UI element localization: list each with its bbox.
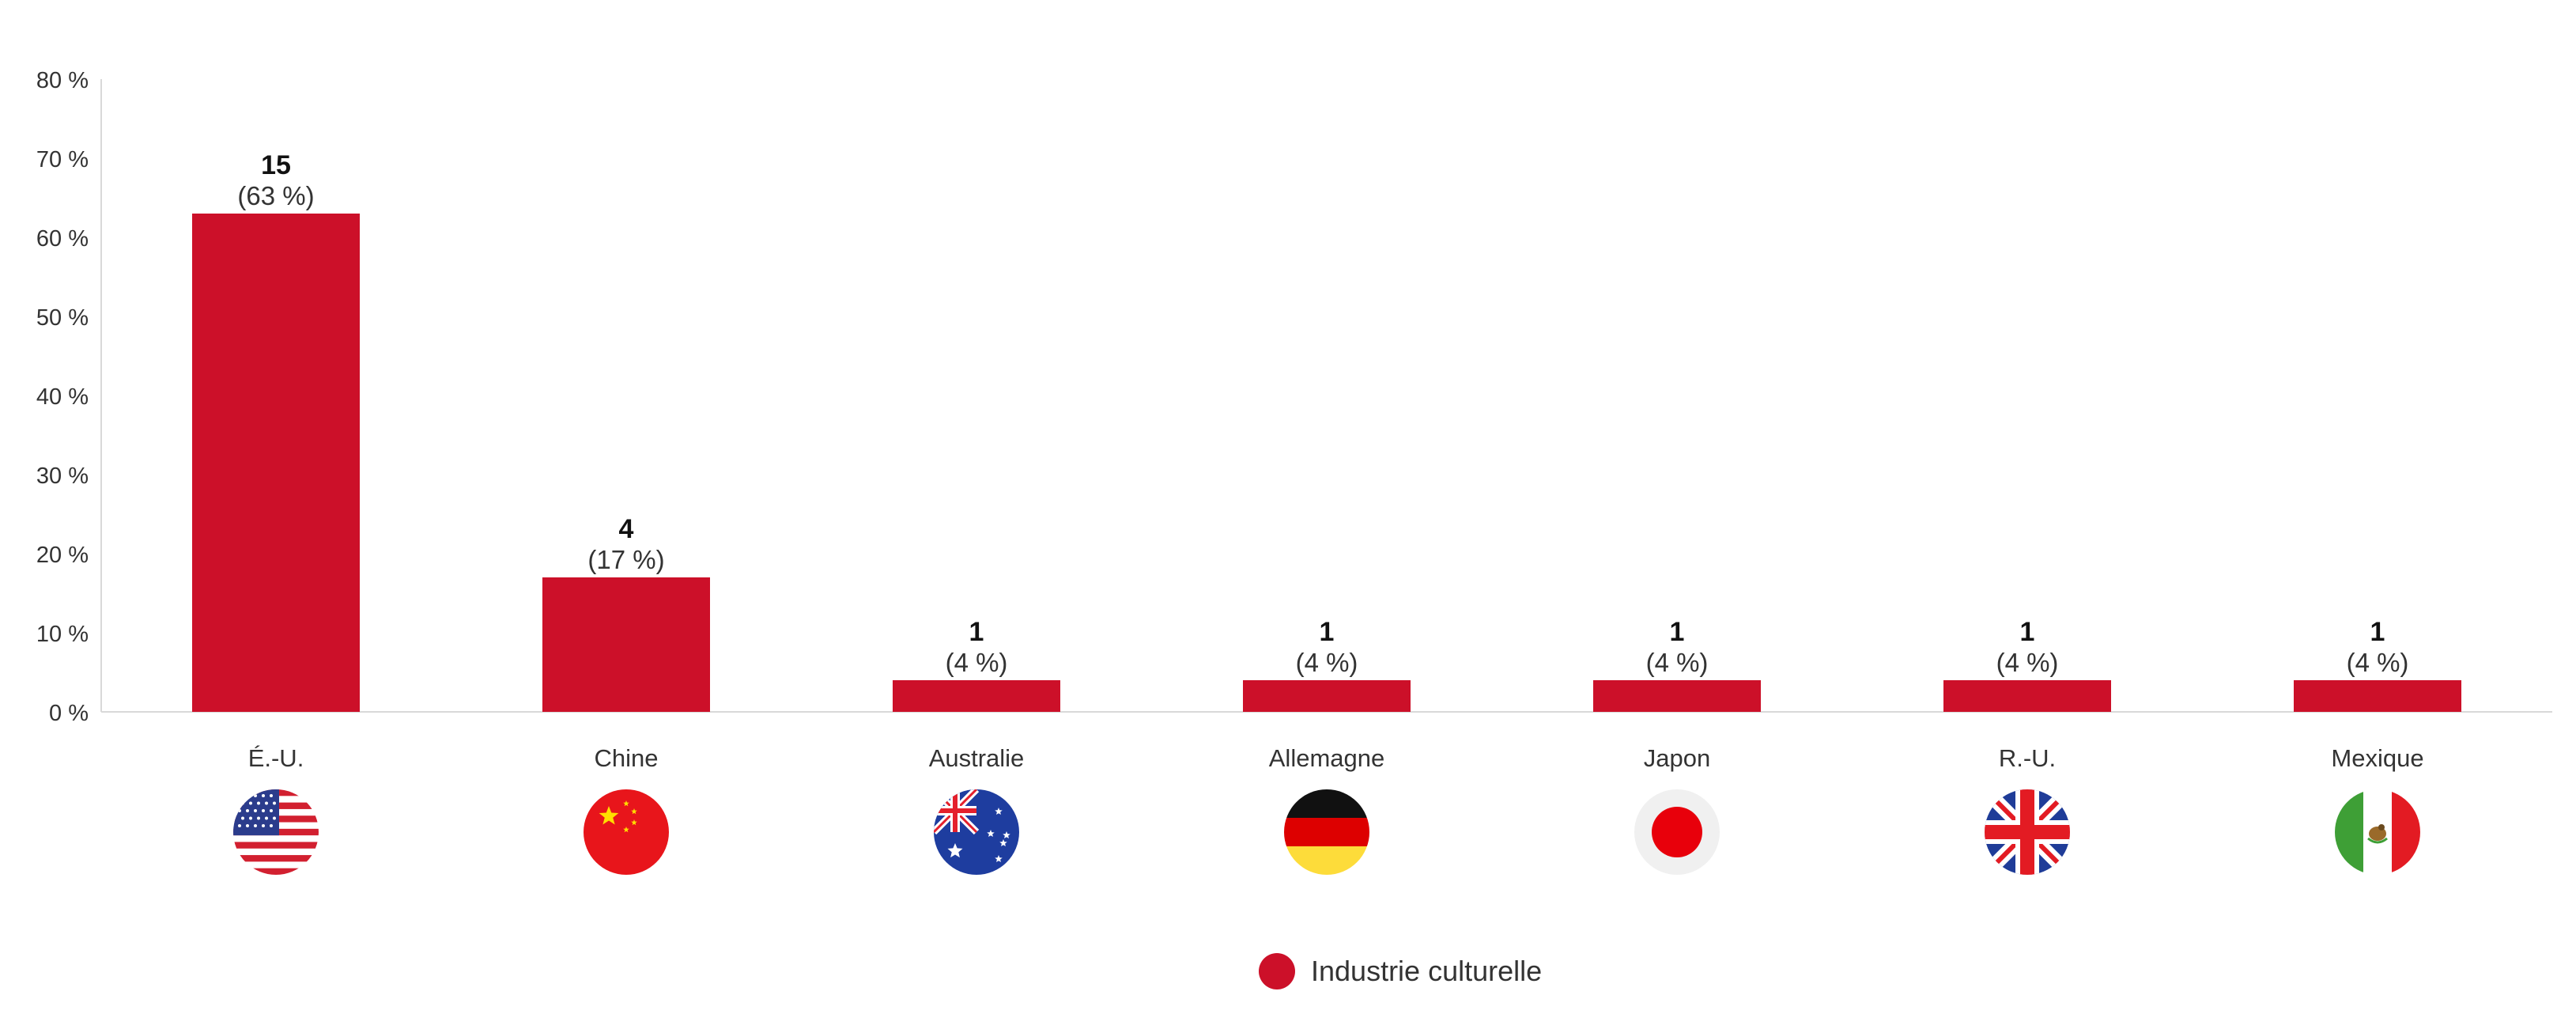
flags bbox=[233, 789, 2420, 875]
legend[interactable]: Industrie culturelle bbox=[1259, 953, 1542, 989]
data-label-percent: (4 %) bbox=[1996, 648, 2059, 677]
data-label-percent: (4 %) bbox=[1646, 648, 1709, 677]
x-axis: É.-U. Chine Australie Allemagne Japon R.-U. Me… bbox=[248, 744, 2424, 772]
x-tick-label: R.-U. bbox=[1999, 744, 2056, 772]
mexico-flag-icon bbox=[2335, 789, 2420, 875]
y-tick-label: 60 % bbox=[36, 226, 89, 252]
data-label-percent: (63 %) bbox=[237, 181, 314, 210]
bar[interactable] bbox=[893, 680, 1060, 712]
x-tick-label: Australie bbox=[929, 744, 1025, 772]
y-axis: 0 % 10 % 20 % 30 % 40 % 50 % 60 % 70 % 80 % bbox=[36, 68, 2552, 726]
data-label-percent: (17 %) bbox=[587, 545, 664, 574]
bars bbox=[192, 214, 2461, 712]
data-label-count: 1 bbox=[969, 617, 984, 647]
data-label-percent: (4 %) bbox=[2347, 648, 2409, 677]
y-tick-label: 30 % bbox=[36, 463, 89, 489]
bar[interactable] bbox=[2294, 680, 2461, 712]
data-label-percent: (4 %) bbox=[1296, 648, 1358, 677]
y-tick-label: 20 % bbox=[36, 543, 89, 568]
y-tick-label: 70 % bbox=[36, 147, 89, 172]
y-tick-label: 10 % bbox=[36, 622, 89, 647]
bar[interactable] bbox=[542, 577, 710, 712]
x-tick-label: Mexique bbox=[2331, 744, 2423, 772]
data-label-count: 1 bbox=[2370, 617, 2385, 647]
uk-flag-icon bbox=[1985, 789, 2070, 875]
legend-marker bbox=[1259, 953, 1295, 989]
bar[interactable] bbox=[1243, 680, 1411, 712]
data-label-count: 1 bbox=[1320, 617, 1335, 647]
x-tick-label: Allemagne bbox=[1269, 744, 1384, 772]
data-label-count: 4 bbox=[619, 514, 634, 544]
us-flag-icon bbox=[233, 789, 319, 875]
data-label-percent: (4 %) bbox=[946, 648, 1008, 677]
data-label-count: 1 bbox=[1670, 617, 1685, 647]
y-tick-label: 80 % bbox=[36, 68, 89, 93]
x-tick-label: É.-U. bbox=[248, 744, 304, 772]
bar[interactable] bbox=[1943, 680, 2111, 712]
australia-flag-icon bbox=[934, 789, 1019, 875]
legend-label: Industrie culturelle bbox=[1311, 955, 1543, 987]
germany-flag-icon bbox=[1284, 789, 1369, 875]
x-tick-label: Japon bbox=[1644, 744, 1710, 772]
y-tick-label: 50 % bbox=[36, 305, 89, 331]
data-label-count: 15 bbox=[261, 150, 291, 180]
bar[interactable] bbox=[192, 214, 360, 712]
y-tick-label: 0 % bbox=[49, 701, 89, 726]
china-flag-icon bbox=[584, 789, 669, 875]
data-labels: 15(63 %)4(17 %)1(4 %)1(4 %)1(4 %)1(4 %)1… bbox=[237, 150, 2408, 677]
japan-flag-icon bbox=[1634, 789, 1720, 875]
bar[interactable] bbox=[1593, 680, 1761, 712]
y-tick-label: 40 % bbox=[36, 384, 89, 410]
x-tick-label: Chine bbox=[595, 744, 659, 772]
data-label-count: 1 bbox=[2020, 617, 2035, 647]
